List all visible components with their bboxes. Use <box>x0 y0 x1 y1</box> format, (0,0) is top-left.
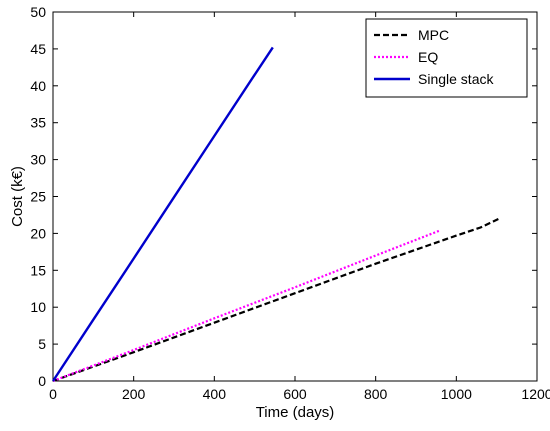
y-tick-label: 45 <box>30 41 46 57</box>
x-tick-label: 600 <box>283 386 307 402</box>
y-tick-label: 50 <box>30 4 46 20</box>
series-group <box>51 46 502 383</box>
y-axis-label: Cost (k€) <box>9 166 26 227</box>
y-tick-label: 15 <box>30 262 46 278</box>
series-line-single-stack <box>51 46 274 382</box>
y-tick-label: 20 <box>30 225 46 241</box>
x-axis-label: Time (days) <box>256 404 335 421</box>
x-tick-label: 1200 <box>521 386 550 402</box>
x-tick-label: 0 <box>49 386 57 402</box>
y-tick-label: 30 <box>30 152 46 168</box>
y-tick-label: 40 <box>30 78 46 94</box>
y-tick-label: 5 <box>38 336 46 352</box>
y-tick-label: 25 <box>30 189 46 205</box>
x-tick-label: 200 <box>122 386 146 402</box>
series-line-eq <box>52 229 441 383</box>
y-tick-label: 10 <box>30 299 46 315</box>
legend-label: MPC <box>418 27 449 43</box>
legend: MPC EQ Single stack <box>365 18 528 98</box>
tick-group: 0 200 400 600 800 1000 1200 0 5 10 15 20 25 30 35 40 45 5… <box>30 4 550 402</box>
legend-box <box>365 18 528 98</box>
series-line-mpc <box>52 216 502 383</box>
x-tick-label: 1000 <box>441 386 472 402</box>
x-tick-label: 400 <box>203 386 227 402</box>
y-tick-label: 35 <box>30 115 46 131</box>
legend-label: Single stack <box>418 71 494 87</box>
y-tick-label: 0 <box>38 373 46 389</box>
x-tick-label: 800 <box>364 386 388 402</box>
legend-label: EQ <box>418 49 438 65</box>
